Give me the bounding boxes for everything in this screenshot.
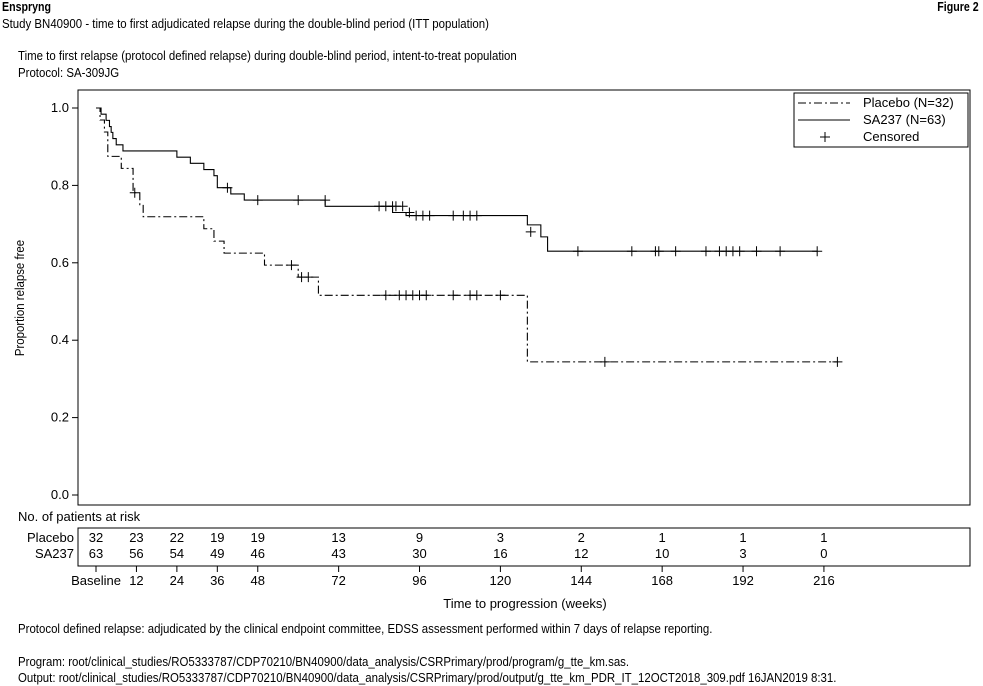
sa237-censor-mark — [700, 246, 711, 257]
risk-count: 10 — [655, 546, 669, 561]
y-tick-label: 0.4 — [51, 332, 69, 347]
x-tick-label: 12 — [129, 573, 143, 588]
risk-count: 16 — [493, 546, 507, 561]
x-tick-label: 216 — [813, 573, 835, 588]
risk-table-frame — [77, 527, 971, 567]
y-tick-label: 0.2 — [51, 410, 69, 425]
legend-censored-label: Censored — [863, 129, 919, 144]
sa237-censor-mark — [751, 246, 762, 257]
sa237-censor-mark — [424, 210, 435, 221]
y-axis-label: Proportion relapse free — [12, 240, 27, 356]
risk-row-label: SA237 — [35, 546, 74, 561]
risk-count: 1 — [659, 530, 666, 545]
risk-count: 46 — [251, 546, 265, 561]
risk-row-label: Placebo — [27, 530, 74, 545]
sa237-censor-mark — [653, 246, 664, 257]
sa237-censor-mark — [525, 226, 536, 237]
placebo-censor-mark — [303, 272, 314, 283]
x-tick-label: 120 — [490, 573, 512, 588]
sa237-censor-mark — [222, 182, 233, 193]
x-tick-label: 72 — [331, 573, 345, 588]
sa237-censor-mark — [626, 246, 637, 257]
sa237-censor-mark — [471, 210, 482, 221]
sa237-censor-mark — [404, 207, 415, 218]
sa237-censor-mark — [252, 195, 263, 206]
footnote-definition: Protocol defined relapse: adjudicated by… — [18, 621, 713, 636]
x-tick-label: 168 — [651, 573, 673, 588]
footnote-output: Output: root/clinical_studies/RO5333787/… — [18, 670, 837, 685]
risk-count: 49 — [210, 546, 224, 561]
risk-count: 3 — [497, 530, 504, 545]
risk-count: 43 — [331, 546, 345, 561]
risk-count: 22 — [170, 530, 184, 545]
x-tick-label: 96 — [412, 573, 426, 588]
risk-count: 32 — [89, 530, 103, 545]
placebo-censor-mark — [380, 290, 391, 301]
risk-count: 63 — [89, 546, 103, 561]
risk-count: 1 — [739, 530, 746, 545]
sa237-censor-mark — [448, 210, 459, 221]
series-group — [96, 107, 843, 367]
legend-censored-marker — [820, 132, 830, 142]
placebo-censor-mark — [129, 187, 140, 198]
risk-count: 19 — [251, 530, 265, 545]
risk-count: 13 — [331, 530, 345, 545]
risk-count: 19 — [210, 530, 224, 545]
x-tick-label: 36 — [210, 573, 224, 588]
risk-count: 30 — [412, 546, 426, 561]
y-tick-label: 0.0 — [51, 487, 69, 502]
x-tick-label: 192 — [732, 573, 754, 588]
risk-table-title: No. of patients at risk — [18, 509, 141, 524]
sa237-censor-mark — [320, 195, 331, 206]
placebo-censor-mark — [599, 356, 610, 367]
chart-title: Time to first relapse (protocol defined … — [18, 48, 517, 63]
x-tick-label: 48 — [251, 573, 265, 588]
sa237-censor-mark — [670, 246, 681, 257]
sa237-censor-mark — [775, 246, 786, 257]
risk-count: 12 — [574, 546, 588, 561]
protocol-label: Protocol: SA-309JG — [18, 65, 120, 80]
figure-label: Figure 2 — [937, 0, 979, 14]
risk-count: 0 — [820, 546, 827, 561]
x-tick-label: 24 — [170, 573, 184, 588]
sa237-censor-mark — [734, 246, 745, 257]
sa237-curve — [96, 107, 818, 252]
placebo-censor-mark — [471, 290, 482, 301]
risk-count: 54 — [170, 546, 184, 561]
placebo-censor-mark — [495, 290, 506, 301]
y-axis: 0.0 0.2 0.4 0.6 0.8 1.0 — [51, 100, 78, 502]
placebo-censor-mark — [832, 356, 843, 367]
footnote-program: Program: root/clinical_studies/RO5333787… — [18, 654, 630, 669]
placebo-curve — [96, 107, 838, 363]
placebo-censor-mark — [421, 290, 432, 301]
plot-frame — [77, 89, 971, 506]
placebo-censor-mark — [286, 260, 297, 271]
sa237-censor-mark — [572, 246, 583, 257]
sa237-censor-mark — [397, 201, 408, 212]
x-tick-label: Baseline — [71, 573, 121, 588]
placebo-censor-mark — [448, 290, 459, 301]
x-axis-label: Time to progression (weeks) — [443, 596, 607, 611]
risk-count: 3 — [739, 546, 746, 561]
study-subtitle: Study BN40900 - time to first adjudicate… — [2, 16, 489, 31]
x-tick-label: 144 — [570, 573, 592, 588]
legend-sa237-label: SA237 (N=63) — [863, 112, 946, 127]
risk-count: 9 — [416, 530, 423, 545]
y-tick-label: 0.6 — [51, 255, 69, 270]
risk-count: 2 — [578, 530, 585, 545]
risk-count: 23 — [129, 530, 143, 545]
risk-count: 56 — [129, 546, 143, 561]
legend-placebo-label: Placebo (N=32) — [863, 95, 954, 110]
risk-count: 1 — [820, 530, 827, 545]
y-tick-label: 1.0 — [51, 100, 69, 115]
y-tick-label: 0.8 — [51, 177, 69, 192]
product-name: Enspryng — [2, 0, 52, 14]
sa237-censor-mark — [812, 246, 823, 257]
x-axis: Baseline 12 24 36 48 72 96 120 144 168 192 216 — [71, 566, 835, 588]
sa237-censor-mark — [293, 195, 304, 206]
legend: Placebo (N=32) SA237 (N=63) Censored — [793, 92, 969, 148]
